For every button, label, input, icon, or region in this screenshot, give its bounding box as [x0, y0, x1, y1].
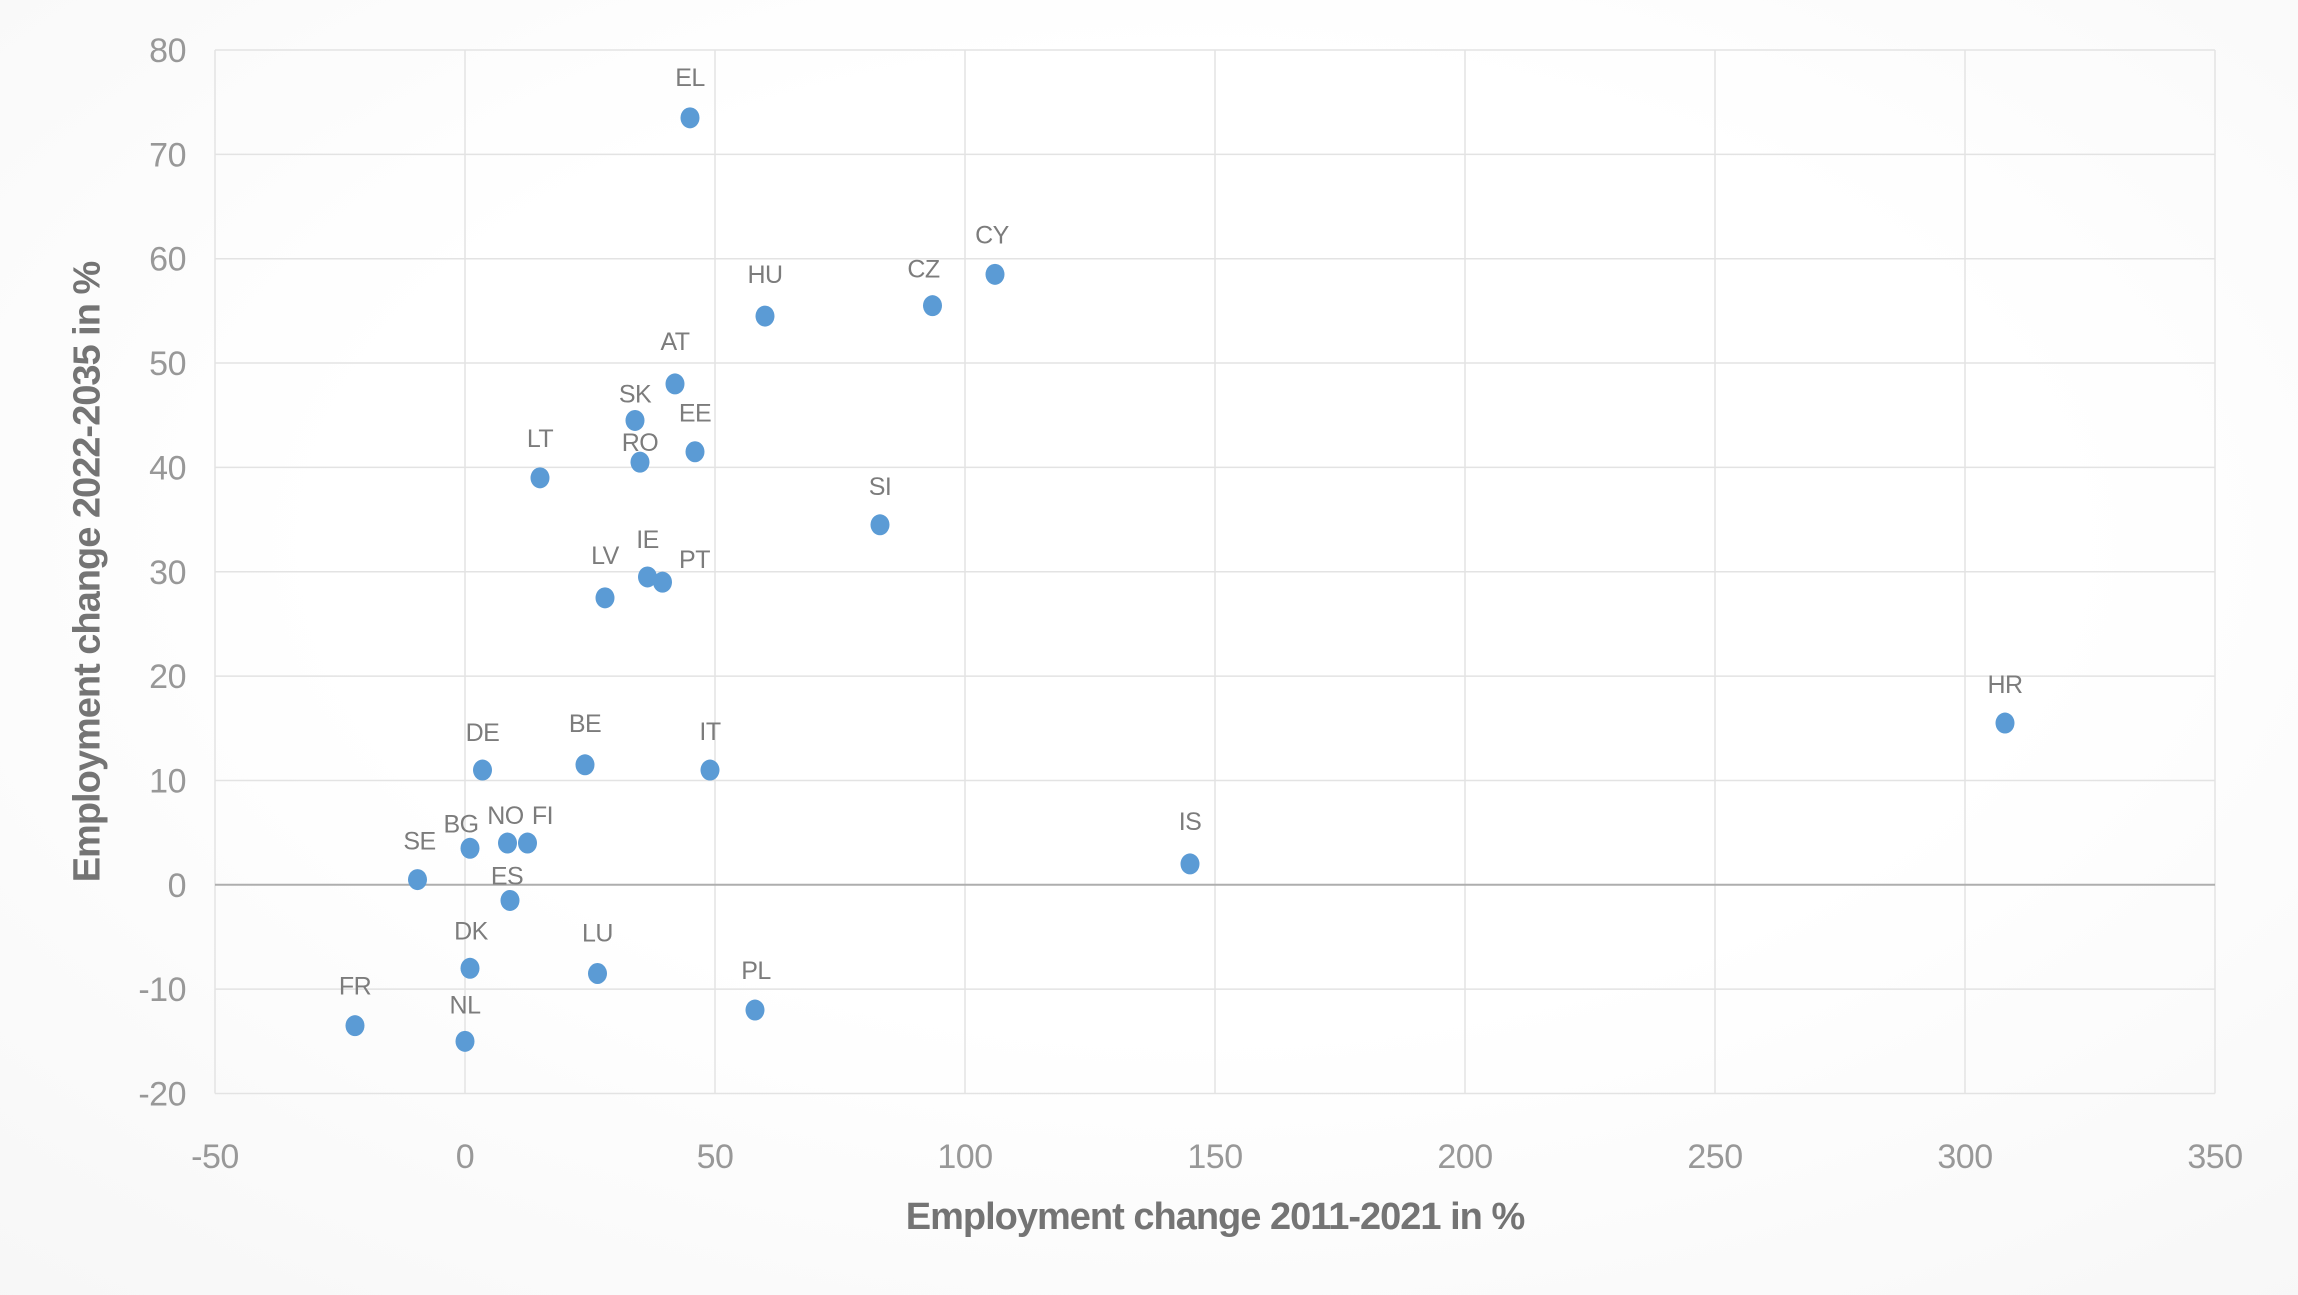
data-point-RO[interactable]	[630, 451, 650, 473]
point-label-SK: SK	[619, 380, 652, 408]
point-label-SE: SE	[403, 828, 435, 856]
data-point-PL[interactable]	[745, 999, 765, 1021]
data-point-NO[interactable]	[498, 832, 517, 854]
point-label-PL: PL	[741, 957, 771, 985]
point-label-LU: LU	[582, 919, 613, 947]
y-tick-label-50: 50	[149, 345, 186, 383]
y-tick-label-10: 10	[149, 762, 186, 800]
x-tick-label-0: 0	[456, 1138, 474, 1176]
point-label-HU: HU	[747, 261, 782, 289]
point-label-CZ: CZ	[907, 256, 940, 284]
data-point-BG[interactable]	[460, 837, 480, 859]
x-tick-label-50: 50	[697, 1138, 734, 1176]
data-point-IE[interactable]	[638, 566, 657, 588]
y-tick-label-20: 20	[149, 658, 186, 696]
data-point-FR[interactable]	[345, 1015, 365, 1037]
y-tick-label--10: -10	[138, 971, 186, 1009]
data-point-EE[interactable]	[685, 441, 705, 463]
point-label-BE: BE	[569, 710, 601, 738]
point-label-AT: AT	[660, 328, 689, 356]
data-point-LV[interactable]	[595, 587, 615, 609]
x-tick-label--50: -50	[191, 1138, 239, 1176]
data-point-IS[interactable]	[1180, 853, 1200, 875]
point-label-CY: CY	[975, 221, 1010, 249]
y-tick-label-60: 60	[149, 241, 186, 279]
data-point-LU[interactable]	[588, 962, 607, 984]
x-tick-label-150: 150	[1187, 1138, 1242, 1176]
point-label-IT: IT	[699, 718, 720, 746]
data-point-SE[interactable]	[408, 869, 427, 891]
data-point-PT[interactable]	[653, 571, 672, 593]
point-label-EE: EE	[679, 400, 711, 428]
x-tick-label-300: 300	[1937, 1138, 1992, 1176]
point-label-RO: RO	[622, 429, 659, 457]
data-point-NL[interactable]	[455, 1030, 475, 1052]
data-point-IT[interactable]	[700, 759, 720, 781]
point-label-DE: DE	[466, 719, 500, 747]
point-label-FI: FI	[532, 802, 553, 830]
y-axis-title: Employment change 2022-2035 in %	[66, 261, 109, 883]
x-axis-title: Employment change 2011-2021 in %	[905, 1196, 1526, 1238]
data-point-AT[interactable]	[665, 373, 685, 395]
point-label-SI: SI	[869, 473, 892, 501]
y-tick-label-80: 80	[149, 32, 186, 70]
point-label-EL: EL	[675, 64, 705, 92]
data-point-CZ[interactable]	[923, 295, 942, 317]
point-label-NL: NL	[450, 991, 482, 1019]
point-label-LT: LT	[527, 425, 554, 453]
point-label-DK: DK	[454, 917, 489, 945]
point-label-HR: HR	[1987, 671, 2022, 699]
y-tick-label--20: -20	[138, 1076, 186, 1114]
data-point-CY[interactable]	[985, 263, 1005, 285]
x-tick-label-350: 350	[2187, 1138, 2242, 1176]
data-point-BE[interactable]	[575, 754, 595, 776]
x-tick-label-200: 200	[1437, 1138, 1492, 1176]
point-label-PT: PT	[679, 546, 710, 574]
point-label-IE: IE	[636, 526, 659, 554]
data-point-EL[interactable]	[680, 107, 700, 129]
x-tick-label-250: 250	[1687, 1138, 1742, 1176]
point-label-ES: ES	[491, 862, 523, 890]
point-label-FR: FR	[339, 973, 371, 1001]
y-tick-label-30: 30	[149, 554, 186, 592]
y-tick-label-40: 40	[149, 449, 186, 487]
point-label-NO: NO	[487, 802, 524, 830]
data-point-HR[interactable]	[1995, 712, 2015, 734]
point-label-BG: BG	[443, 810, 478, 838]
data-point-FI[interactable]	[518, 832, 537, 854]
x-tick-label-100: 100	[937, 1138, 992, 1176]
data-point-DE[interactable]	[473, 759, 492, 781]
data-point-SK[interactable]	[625, 409, 645, 431]
y-tick-label-0: 0	[168, 867, 186, 905]
data-point-SI[interactable]	[870, 514, 890, 536]
data-point-LT[interactable]	[530, 467, 550, 489]
data-point-DK[interactable]	[460, 957, 480, 979]
data-point-HU[interactable]	[755, 305, 775, 327]
point-label-LV: LV	[591, 542, 620, 570]
data-point-ES[interactable]	[500, 889, 520, 911]
y-tick-label-70: 70	[149, 136, 186, 174]
point-label-IS: IS	[1179, 808, 1202, 836]
